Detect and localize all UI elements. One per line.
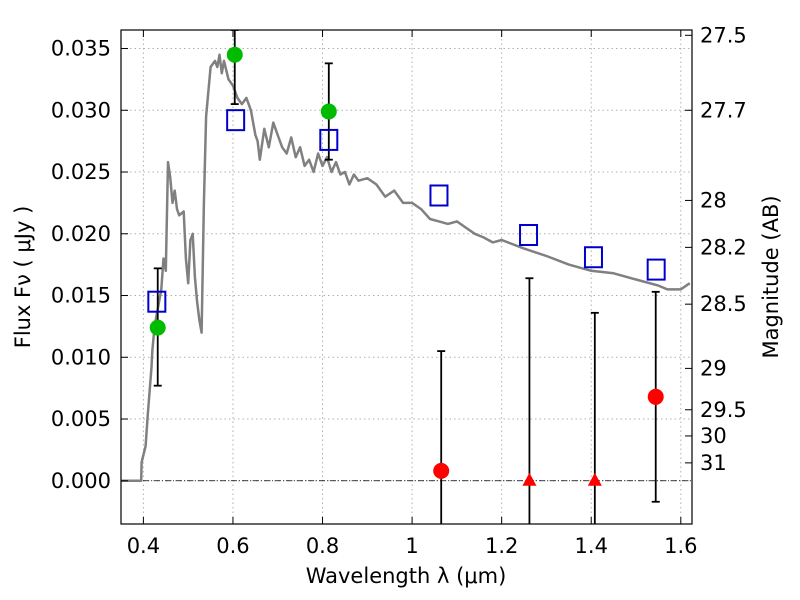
x-tick-label: 1.4 <box>575 534 608 558</box>
y-tick-label: 0.000 <box>51 469 111 493</box>
y2-tick-label: 29.5 <box>700 398 747 422</box>
y-tick-label: 0.010 <box>51 345 111 369</box>
y-axis-label: Flux Fν ( μJy ) <box>11 206 35 349</box>
model-band-square <box>319 128 339 151</box>
y2-tick-label: 29 <box>700 356 727 380</box>
x-tick-label: 0.8 <box>306 534 339 558</box>
y-tick-label: 0.030 <box>51 98 111 122</box>
y-tick-label: 0.020 <box>51 222 111 246</box>
upper-limit-triangle <box>587 472 602 486</box>
y-tick-label: 0.025 <box>51 160 111 184</box>
y2-tick-label: 31 <box>700 451 727 475</box>
detection-point <box>320 103 337 120</box>
model-spectrum-layer <box>121 53 691 483</box>
model-spectrum-line <box>121 53 691 483</box>
model-band-square <box>646 258 666 281</box>
x-axis-label: Wavelength λ (μm) <box>306 564 507 588</box>
upper-limit-triangle <box>522 472 537 486</box>
y2-tick-label: 27.5 <box>700 23 747 47</box>
detection-point <box>226 46 243 63</box>
data-points-layer <box>147 30 666 524</box>
plot-frame <box>120 29 693 525</box>
y2-tick-label: 28.5 <box>700 292 747 316</box>
model-band-square <box>226 109 246 132</box>
model-band-square <box>147 290 167 313</box>
x-tick-label: 0.6 <box>216 534 249 558</box>
y2-tick-label: 27.7 <box>700 98 747 122</box>
y-tick-label: 0.035 <box>51 37 111 61</box>
y2-tick-label: 30 <box>700 424 727 448</box>
x-tick-label: 0.4 <box>127 534 160 558</box>
y-tick-label: 0.005 <box>51 407 111 431</box>
y2-axis-label: Magnitude (AB) <box>759 195 783 358</box>
x-tick-label: 1.6 <box>664 534 697 558</box>
y2-tick-label: 28.2 <box>700 235 747 259</box>
axes: 0.4 0.6 0.8 1 1.2 1.4 1.6 0.000 0.005 0.010 0.015 0… <box>51 23 747 558</box>
upper-limit-point <box>647 388 664 405</box>
model-band-square <box>519 224 539 247</box>
y2-tick-label: 28 <box>700 188 727 212</box>
upper-limit-point <box>433 462 450 479</box>
x-tick-label: 1 <box>405 534 418 558</box>
model-band-square <box>583 246 603 269</box>
model-band-square <box>429 184 449 207</box>
x-tick-label: 1.2 <box>485 534 518 558</box>
detection-point <box>149 319 166 336</box>
y-tick-label: 0.015 <box>51 284 111 308</box>
